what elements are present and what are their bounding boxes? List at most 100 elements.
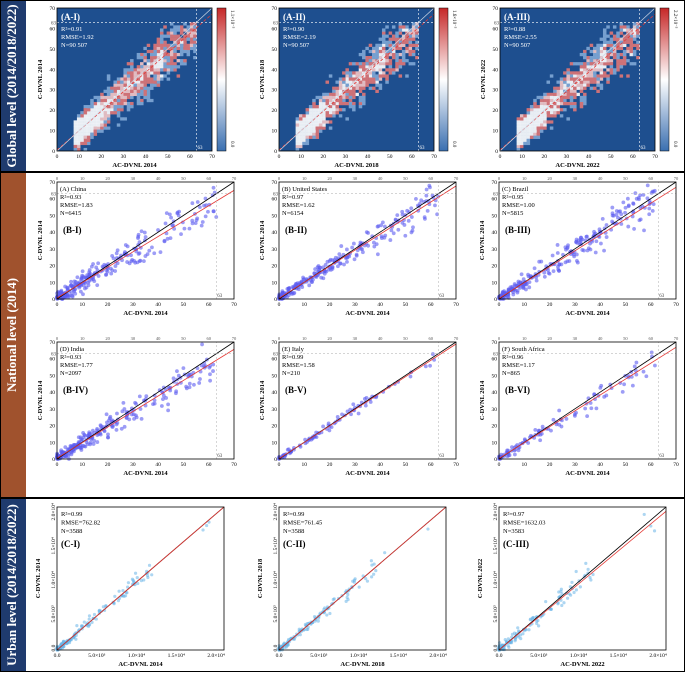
heat-cell bbox=[579, 71, 584, 75]
heat-cell bbox=[106, 89, 111, 93]
heat-cell bbox=[583, 77, 587, 81]
data-point bbox=[137, 240, 142, 245]
heat-cell bbox=[519, 138, 524, 143]
data-point bbox=[586, 571, 590, 575]
data-point bbox=[193, 221, 198, 226]
data-point bbox=[539, 431, 544, 436]
data-point bbox=[143, 235, 148, 239]
heat-cell bbox=[609, 71, 614, 75]
heat-cell bbox=[612, 25, 617, 29]
heat-cell bbox=[566, 101, 570, 106]
heat-cell bbox=[563, 80, 567, 84]
heat-cell bbox=[549, 92, 554, 97]
heat-cell bbox=[519, 126, 524, 130]
heat-cell bbox=[411, 62, 416, 66]
heat-cell bbox=[156, 49, 161, 54]
heat-cell bbox=[352, 74, 356, 78]
heat-cell bbox=[338, 83, 343, 87]
heat-cell bbox=[166, 68, 171, 72]
heat-cell bbox=[348, 86, 353, 90]
heat-cell bbox=[543, 98, 547, 103]
heat-cell bbox=[602, 40, 607, 44]
heat-cell bbox=[529, 135, 534, 139]
heat-cell bbox=[338, 89, 343, 93]
ref-label-x: 63 bbox=[420, 146, 426, 151]
heat-cell bbox=[411, 22, 416, 26]
heat-cell bbox=[90, 105, 94, 109]
heat-cell bbox=[103, 117, 108, 121]
data-point bbox=[295, 632, 299, 636]
heat-cell bbox=[362, 101, 366, 106]
y-tick-label: 70 bbox=[492, 180, 498, 186]
heat-cell bbox=[626, 28, 630, 32]
data-point bbox=[81, 292, 85, 297]
heat-cell bbox=[136, 52, 141, 57]
data-point bbox=[647, 206, 652, 211]
heat-cell bbox=[381, 34, 386, 38]
heat-cell bbox=[93, 111, 98, 115]
heat-cell bbox=[619, 40, 624, 44]
heat-cell bbox=[83, 105, 88, 109]
heat-cell bbox=[308, 105, 313, 109]
heat-cell bbox=[553, 95, 557, 100]
heat-cell bbox=[159, 43, 164, 48]
top-tick-label: 70 bbox=[454, 336, 459, 341]
heat-cell bbox=[143, 92, 147, 97]
heat-cell bbox=[136, 71, 141, 75]
heat-cell bbox=[583, 68, 587, 72]
heat-cell bbox=[616, 56, 620, 60]
heat-cell bbox=[318, 123, 323, 127]
y-tick-label: 60 bbox=[272, 26, 278, 32]
heat-cell bbox=[338, 114, 343, 118]
data-point bbox=[353, 577, 357, 581]
heat-cell bbox=[408, 43, 413, 48]
heat-cell bbox=[96, 126, 101, 130]
heat-cell bbox=[146, 92, 151, 97]
data-point bbox=[211, 209, 216, 214]
y-tick-label: 1.5×10⁴ bbox=[273, 537, 279, 554]
heat-cell bbox=[120, 86, 124, 90]
heat-cell bbox=[169, 62, 174, 66]
heat-cell bbox=[328, 126, 333, 130]
heat-cell bbox=[622, 28, 627, 32]
heat-cell bbox=[90, 98, 94, 103]
heat-cell bbox=[80, 135, 84, 139]
heat-cell bbox=[318, 105, 323, 109]
heat-cell bbox=[312, 111, 316, 115]
heat-cell bbox=[401, 62, 406, 66]
heat-cell bbox=[519, 117, 524, 121]
x-tick-label: 70 bbox=[231, 462, 237, 468]
heat-cell bbox=[609, 43, 614, 48]
heat-cell bbox=[123, 71, 127, 75]
panel-stat: N=5815 bbox=[502, 210, 523, 217]
data-point bbox=[521, 277, 526, 282]
y-tick-label: 5.0×10³ bbox=[51, 605, 57, 622]
heat-cell bbox=[352, 95, 356, 100]
y-tick-label: 30 bbox=[492, 407, 498, 413]
data-point bbox=[591, 572, 595, 577]
heat-cell bbox=[342, 83, 346, 87]
heat-cell bbox=[143, 77, 147, 81]
heat-cell bbox=[385, 80, 389, 84]
top-tick-label: 10 bbox=[522, 336, 527, 341]
top-tick-label: 10 bbox=[80, 336, 85, 341]
heat-cell bbox=[83, 120, 88, 124]
heat-cell bbox=[553, 86, 557, 90]
heat-cell bbox=[589, 80, 594, 84]
heat-cell bbox=[612, 46, 617, 51]
data-point bbox=[203, 196, 208, 201]
data-point bbox=[589, 406, 594, 411]
heat-cell bbox=[130, 62, 134, 66]
x-tick-label: 5.0×10³ bbox=[530, 653, 547, 659]
top-tick-label: 70 bbox=[232, 336, 237, 341]
heat-cell bbox=[345, 117, 349, 121]
data-point bbox=[152, 251, 157, 256]
data-point bbox=[110, 254, 115, 258]
heat-cell bbox=[362, 86, 366, 90]
panel-stat: R²=0.97 bbox=[282, 194, 304, 201]
panel-stat: RMSE=1.77 bbox=[60, 362, 93, 369]
heat-cell bbox=[183, 43, 187, 48]
heat-cell bbox=[342, 77, 346, 81]
heat-cell bbox=[150, 59, 154, 63]
chart-panel-6: 6363000101010202020303030404040505050606… bbox=[479, 176, 679, 317]
